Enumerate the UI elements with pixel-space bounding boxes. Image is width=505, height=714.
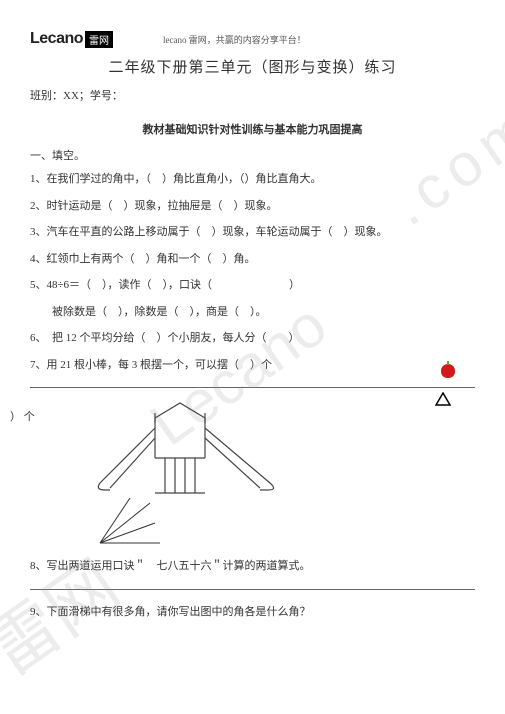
divider-1 [30, 387, 475, 388]
divider-2 [30, 589, 475, 590]
question-1: 1、在我们学过的角中，（ ）角比直角小，（）角比直角大。 [30, 171, 475, 188]
logo-box: 雷网 [85, 31, 113, 48]
question-8: 8、写出两道运用口诀＂ 七八五十六＂计算的两道算式。 [30, 558, 475, 575]
section-1-heading: 一、填空。 [30, 147, 475, 163]
question-6: 6、 把 12 个平均分给（ ）个小朋友，每人分（ ） [30, 330, 475, 347]
question-3: 3、汽车在平直的公路上移动属于（ ）现象，车轮运动属于（ ）现象。 [30, 224, 475, 241]
class-row: 班别：XX；学号： [30, 87, 475, 103]
watermark-com: .com [378, 90, 505, 239]
question-9: 9、下面滑梯中有很多角，请你写出图中的角各是什么角？ [30, 604, 475, 621]
tagline: lecano 雷网，共赢的内容分享平台！ [163, 33, 306, 46]
question-4: 4、红领巾上有两个（ ）角和一个（ ）角。 [30, 251, 475, 268]
left-paren-text: ） 个 [10, 408, 35, 424]
page-title: 二年级下册第三单元（图形与变换）练习 [30, 56, 475, 77]
figure-area: ） 个 [30, 408, 475, 548]
question-5: 5、48÷6＝（ ），读作（ ），口诀（ ） [30, 277, 475, 294]
question-7: 7、用 21 根小棒，每 3 根摆一个，可以摆（ ）个 [30, 357, 475, 374]
subtitle: 教材基础知识针对性训练与基本能力巩固提高 [30, 121, 475, 137]
angle-figure [90, 493, 170, 553]
question-5b: 被除数是（ ），除数是（ ），商是（ ）。 [30, 304, 475, 321]
triangle-icon [435, 392, 451, 406]
question-2: 2、时针运动是（ ）现象，拉抽屉是（ ）现象。 [30, 198, 475, 215]
apple-icon [441, 364, 455, 378]
logo-text: Lecano [30, 30, 83, 48]
header-row: Lecano 雷网 lecano 雷网，共赢的内容分享平台！ [30, 30, 475, 48]
